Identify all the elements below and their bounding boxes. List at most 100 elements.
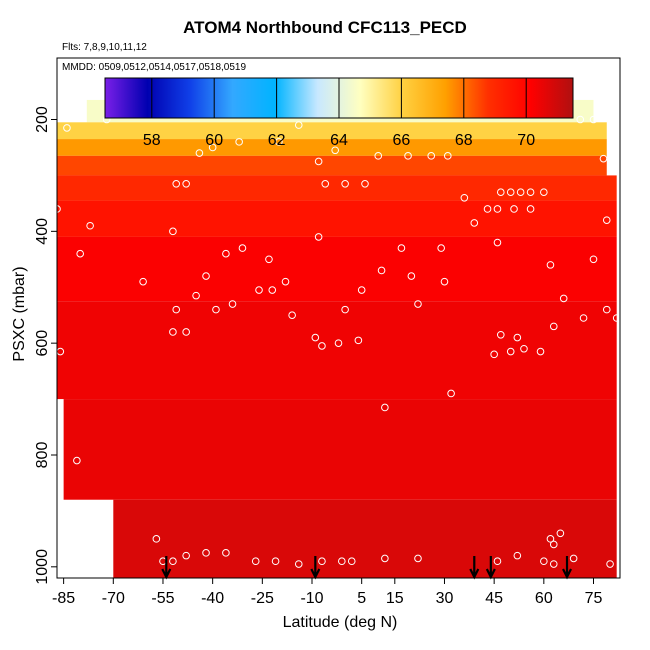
sample-point — [152, 535, 161, 543]
sample-point — [361, 180, 369, 188]
flight-arrows — [161, 556, 572, 580]
x-tick-label: 75 — [585, 590, 603, 607]
sample-point — [192, 291, 200, 300]
flight-arrow — [310, 556, 321, 580]
sample-point — [559, 294, 568, 303]
sample-point — [546, 261, 555, 269]
x-tick-label: -55 — [151, 590, 174, 607]
colorbar-tick-label: 58 — [143, 132, 161, 149]
sample-point — [520, 344, 528, 353]
sample-point — [314, 157, 323, 166]
flights-subtitle: Flts: 7,8,9,10,11,12 — [62, 42, 147, 53]
sample-point — [381, 554, 389, 563]
x-tick-label: 60 — [535, 590, 553, 607]
sample-point — [506, 347, 515, 356]
heatmap-band — [57, 175, 617, 201]
sample-point — [397, 244, 406, 252]
sample-point — [73, 456, 81, 465]
flight-arrow — [562, 556, 572, 580]
sample-point — [222, 249, 230, 258]
chart-title: ATOM4 Northbound CFC113_PECD — [183, 18, 467, 37]
sample-point — [470, 219, 479, 227]
heatmap-band — [113, 499, 617, 578]
sample-point — [549, 540, 558, 549]
sample-point — [271, 557, 280, 566]
sample-point — [294, 121, 303, 129]
sample-point — [169, 557, 177, 566]
sample-point — [281, 277, 290, 286]
sample-point — [268, 286, 277, 294]
sample-point — [212, 305, 220, 314]
sample-point — [602, 305, 611, 314]
sample-point — [493, 238, 502, 247]
sample-point — [490, 350, 498, 359]
sample-point — [208, 143, 217, 152]
colorbar: 58 60 62 64 66 68 70 — [104, 77, 574, 149]
x-tick-label: 30 — [436, 590, 454, 607]
x-tick-label: 15 — [386, 590, 404, 607]
sample-point — [318, 557, 326, 566]
sample-point — [321, 180, 330, 188]
x-tick-label: 5 — [357, 590, 366, 607]
colorbar-tick-label: 62 — [268, 132, 286, 149]
sample-point — [182, 328, 190, 336]
sample-point — [589, 255, 598, 264]
sample-point — [483, 205, 492, 213]
colorbar-ticks: 58 60 62 64 66 68 70 — [143, 78, 535, 149]
flight-arrow — [469, 556, 480, 580]
colorbar-tick-label: 68 — [455, 132, 473, 149]
x-tick-label: 45 — [485, 590, 503, 607]
sample-point — [251, 557, 260, 566]
sample-point — [139, 277, 147, 286]
sample-point — [341, 305, 349, 314]
sample-point — [341, 180, 349, 188]
sample-point — [228, 300, 237, 308]
sample-point — [172, 180, 181, 188]
sample-point — [460, 193, 469, 202]
sample-point — [549, 322, 558, 331]
sample-point — [443, 152, 452, 160]
sample-point — [447, 389, 455, 398]
x-axis-label: Latitude (deg N) — [282, 614, 398, 631]
colorbar-tick-label: 60 — [205, 132, 223, 149]
sample-point — [354, 336, 363, 345]
sample-point — [76, 249, 84, 258]
y-tick-label: 200 — [34, 106, 51, 133]
x-tick-label: -40 — [201, 590, 224, 607]
y-tick-label: 400 — [34, 218, 51, 245]
sample-point — [381, 403, 389, 412]
sample-point — [493, 557, 502, 566]
sample-point — [288, 311, 296, 320]
sample-point — [334, 339, 343, 347]
x-tick-label: -70 — [102, 590, 125, 607]
sample-point — [182, 180, 190, 188]
y-tick-label: 600 — [34, 330, 51, 357]
sample-point — [513, 551, 522, 560]
dates-subtitle: MMDD: 0509,0512,0514,0517,0518,0519 — [62, 62, 247, 73]
sample-point — [357, 286, 366, 294]
sample-point — [377, 266, 386, 275]
sample-point — [414, 300, 422, 308]
sample-point — [556, 529, 565, 538]
sample-point — [404, 152, 412, 160]
sample-point — [496, 188, 505, 196]
sample-point — [314, 233, 323, 241]
sample-point — [202, 549, 210, 557]
sample-point — [510, 205, 518, 213]
flight-arrow — [161, 556, 172, 580]
sample-point — [602, 216, 611, 224]
heatmap-band — [57, 301, 617, 400]
sample-point — [222, 549, 230, 557]
heatmap-band — [57, 236, 617, 302]
x-tick-label: -85 — [52, 590, 75, 607]
y-tick-label: 1000 — [34, 549, 51, 585]
sample-point — [202, 272, 210, 280]
y-tick-label: 800 — [34, 442, 51, 469]
heatmap-band — [63, 399, 617, 500]
heatmap-band — [57, 122, 607, 140]
sample-point — [526, 188, 535, 196]
sample-point — [589, 115, 598, 124]
heatmap-field — [57, 99, 617, 578]
heatmap-band — [57, 139, 607, 156]
